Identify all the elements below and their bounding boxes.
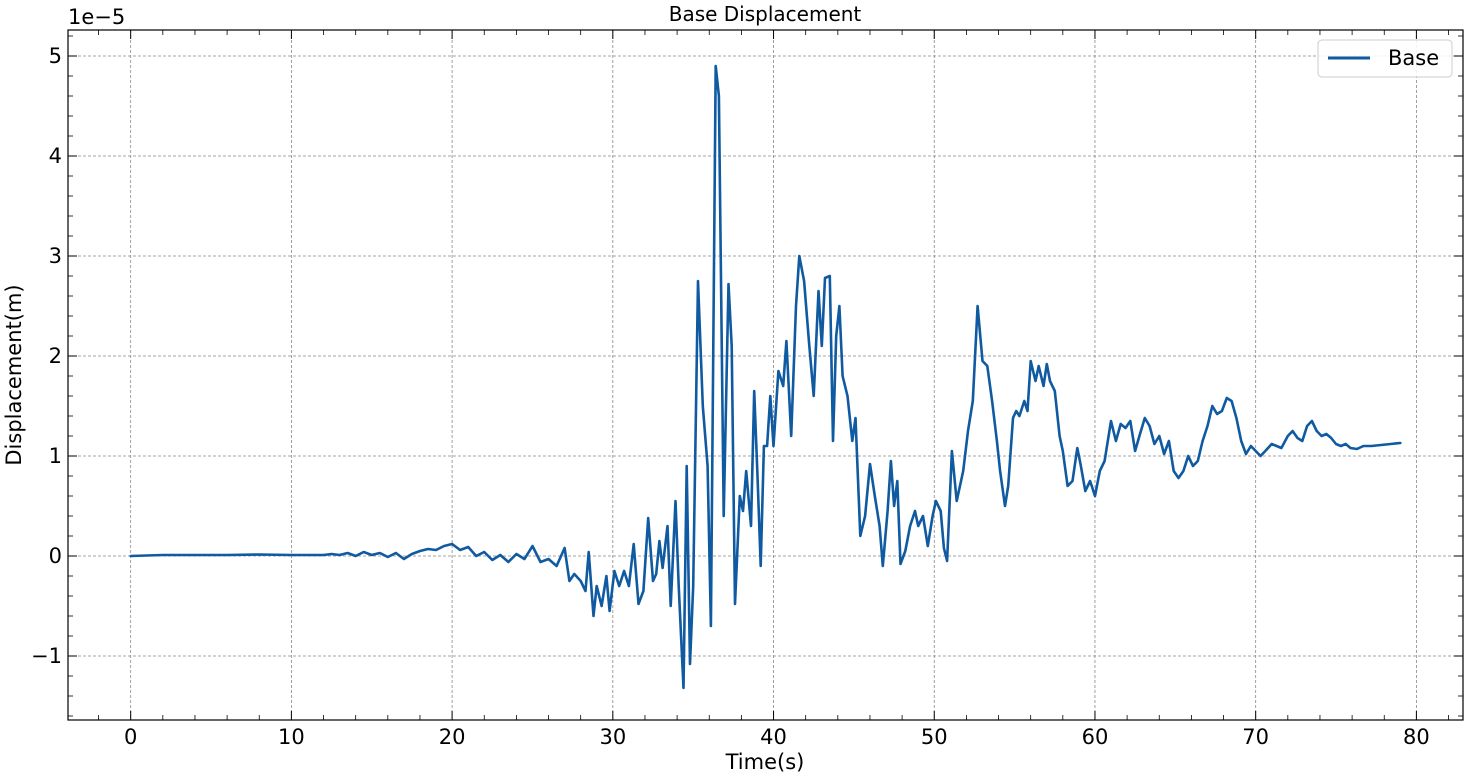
legend-label-base: Base [1388, 46, 1439, 70]
y-tick-label: 5 [49, 44, 62, 68]
tick-labels: 0 10 20 30 40 50 60 70 80 −1 0 1 2 3 4 5 [31, 44, 1430, 749]
y-axis-label: Displacement(m) [2, 284, 26, 465]
y-tick-label: 0 [49, 544, 62, 568]
plot-area [68, 30, 1463, 720]
x-tick-label: 60 [1082, 725, 1109, 749]
y-offset-label: 1e−5 [68, 5, 125, 29]
x-tick-label: 80 [1403, 725, 1430, 749]
x-tick-label: 0 [124, 725, 137, 749]
y-tick-label: 3 [49, 244, 62, 268]
x-axis-label: Time(s) [725, 750, 805, 774]
y-tick-label: 4 [49, 144, 62, 168]
y-tick-label: 1 [49, 444, 62, 468]
x-tick-label: 20 [439, 725, 466, 749]
y-tick-label: −1 [31, 644, 62, 668]
series-line-base [129, 64, 1402, 690]
y-tick-label: 2 [49, 344, 62, 368]
x-tick-label: 70 [1242, 725, 1269, 749]
series-layer [129, 64, 1402, 690]
chart-title: Base Displacement [669, 2, 862, 26]
x-tick-label: 30 [599, 725, 626, 749]
x-tick-label: 50 [921, 725, 948, 749]
x-tick-label: 10 [278, 725, 305, 749]
plot-frame [67, 29, 1464, 721]
legend-box [1317, 39, 1453, 78]
x-tick-label: 40 [760, 725, 787, 749]
legend: Base [1317, 39, 1453, 78]
ticks [68, 30, 1463, 720]
